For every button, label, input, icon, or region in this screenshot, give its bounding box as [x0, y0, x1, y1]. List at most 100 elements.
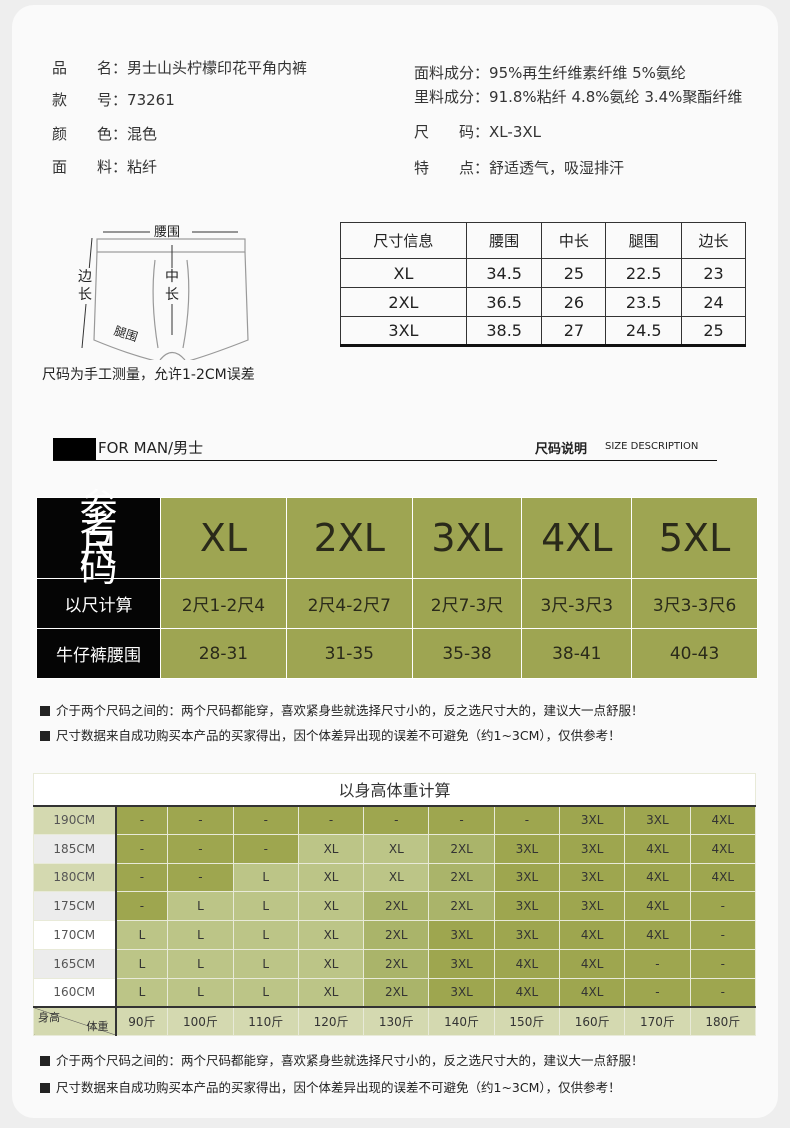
size-chart-row-label: 牛仔裤腰围 [36, 628, 161, 679]
height-label: 190CM [33, 805, 117, 835]
grid-cell: 2XL [428, 891, 495, 922]
weight-label: 160斤 [559, 1006, 626, 1037]
grid-cell: L [114, 920, 169, 950]
grid-row: 175CM - L L XL 2XL 2XL 3XL 3XL 4XL - [33, 891, 757, 922]
info-label: 尺 码 [414, 123, 475, 141]
grid-cell: 4XL [624, 920, 691, 950]
height-label: 185CM [33, 833, 117, 864]
grid-cell: - [114, 891, 169, 922]
grid-cell: L [167, 920, 234, 950]
info-label: 颜 色 [52, 125, 113, 143]
size-chart-cell: 2尺7-3尺 [411, 578, 523, 629]
spec-cell: 34.5 [465, 258, 543, 288]
grid-cell: L [232, 920, 299, 950]
grid-cell: - [689, 948, 757, 979]
section-title: FOR MAN/男士 [98, 439, 204, 457]
size-chart-row-label: 参考尺码 [36, 489, 161, 587]
grid-cell: 4XL [624, 891, 691, 922]
grid-cell: 4XL [559, 948, 626, 979]
spec-cell: 24 [680, 287, 747, 317]
weight-label: 170斤 [624, 1006, 691, 1037]
grid-title: 以身高体重计算 [33, 773, 756, 807]
info-label: 款 号 [52, 91, 113, 109]
grid-cell: - [624, 977, 691, 1008]
grid-cell: L [114, 948, 169, 979]
grid-row: 190CM - - - - - - -3XL 3XL 4XL [33, 805, 757, 835]
spec-row: 3XL 38.5 27 24.5 25 [340, 316, 747, 347]
measure-note: 尺码为手工测量，允许1-2CM误差 [42, 367, 255, 383]
bullet-icon [40, 706, 50, 716]
grid-cell: 4XL [689, 805, 757, 835]
weight-label: 120斤 [297, 1006, 365, 1037]
boxer-diagram: 腰围 边长 中长 腿围 [70, 220, 260, 363]
section-block [53, 438, 96, 460]
grid-cell: 3XL [428, 977, 495, 1008]
spec-header-row: 尺寸信息 腰围 中长 腿围 边长 [340, 222, 747, 259]
grid-cell: 3XL [624, 805, 691, 835]
spec-cell: 23.5 [605, 287, 682, 317]
grid-cell: XL [363, 862, 430, 893]
corner-cell: 身高 体重 [33, 1006, 117, 1037]
grid-cell: - [114, 805, 169, 835]
note-text: 介于两个尺码之间的：两个尺码都能穿，喜欢紧身些就选择尺寸小的，反之选尺寸大的，建… [56, 1053, 644, 1068]
weight-label: 150斤 [493, 1006, 561, 1037]
grid-row: 180CM - - L XL XL 2XL 3XL 3XL 4XL 4XL [33, 862, 757, 893]
bullet-icon [40, 1056, 50, 1066]
spec-header: 边长 [680, 222, 747, 259]
note-text: 尺寸数据来自成功购买本产品的买家得出，因个体差异出现的误差不可避免（约1~3CM… [56, 728, 621, 743]
grid-cell: - [167, 862, 234, 893]
spec-cell: 23 [680, 258, 747, 288]
spec-cell: 24.5 [605, 316, 682, 347]
corner-bottom: 体重 [86, 1020, 109, 1034]
grid-cell: XL [297, 948, 365, 979]
info-label: 特 点 [414, 159, 475, 177]
grid-cell: - [689, 920, 757, 950]
spec-row: 2XL 36.5 26 23.5 24 [340, 287, 747, 317]
grid-cell: 3XL [559, 862, 626, 893]
note-1: 介于两个尺码之间的：两个尺码都能穿，喜欢紧身些就选择尺寸小的，反之选尺寸大的，建… [40, 700, 644, 719]
height-label: 165CM [33, 948, 117, 979]
weight-label: 180斤 [689, 1006, 757, 1037]
grid-cell: - [689, 977, 757, 1008]
weight-row: 身高 体重 90斤 100斤 110斤 120斤 130斤 140斤 150斤 160斤 170斤 1… [33, 1006, 757, 1037]
weight-label: 90斤 [114, 1006, 169, 1037]
spec-cell: 26 [541, 287, 607, 317]
size-chart-cell: 2尺4-2尺7 [285, 578, 413, 629]
spec-cell: 38.5 [465, 316, 543, 347]
grid-cell: - [232, 805, 299, 835]
spec-cell: XL [340, 258, 467, 288]
size-chart-cell: XL [160, 497, 287, 579]
spec-cell: 27 [541, 316, 607, 347]
grid-cell: XL [297, 977, 365, 1008]
info-row: 里料成分：91.8%粘纤 4.8%氨纶 3.4%聚酯纤维 [414, 88, 743, 106]
height-label: 180CM [33, 862, 117, 893]
grid-row: 160CM L L L XL 2XL 3XL 4XL 4XL - - [33, 977, 757, 1008]
grid-cell: - [297, 805, 365, 835]
grid-cell: L [232, 891, 299, 922]
info-row: 品 名：男士山头柠檬印花平角内裤 [52, 59, 308, 77]
info-value: 粘纤 [127, 158, 158, 176]
grid-cell: 3XL [559, 805, 626, 835]
grid-cell: XL [297, 920, 365, 950]
grid-cell: L [232, 862, 299, 893]
info-label: 品 名 [52, 59, 113, 77]
spec-cell: 22.5 [605, 258, 682, 288]
grid-cell: 4XL [559, 977, 626, 1008]
grid-cell: 3XL [493, 862, 561, 893]
info-label: 面 料 [52, 158, 113, 176]
size-chart-cell: 5XL [631, 497, 758, 579]
weight-label: 130斤 [363, 1006, 430, 1037]
spec-row: XL 34.5 25 22.5 23 [340, 258, 747, 288]
info-value: 男士山头柠檬印花平角内裤 [127, 59, 308, 77]
spec-header: 中长 [541, 222, 607, 259]
size-chart-cell: 4XL [521, 497, 633, 579]
grid-cell: - [232, 833, 299, 864]
grid-cell: 3XL [493, 833, 561, 864]
grid-cell: 4XL [493, 977, 561, 1008]
grid-cell: - [363, 805, 430, 835]
size-chart-cell: 2XL [285, 497, 413, 579]
side-label: 边长 [78, 268, 94, 304]
grid-cell: XL [297, 891, 365, 922]
grid-cell: 2XL [363, 891, 430, 922]
grid-cell: 3XL [493, 891, 561, 922]
